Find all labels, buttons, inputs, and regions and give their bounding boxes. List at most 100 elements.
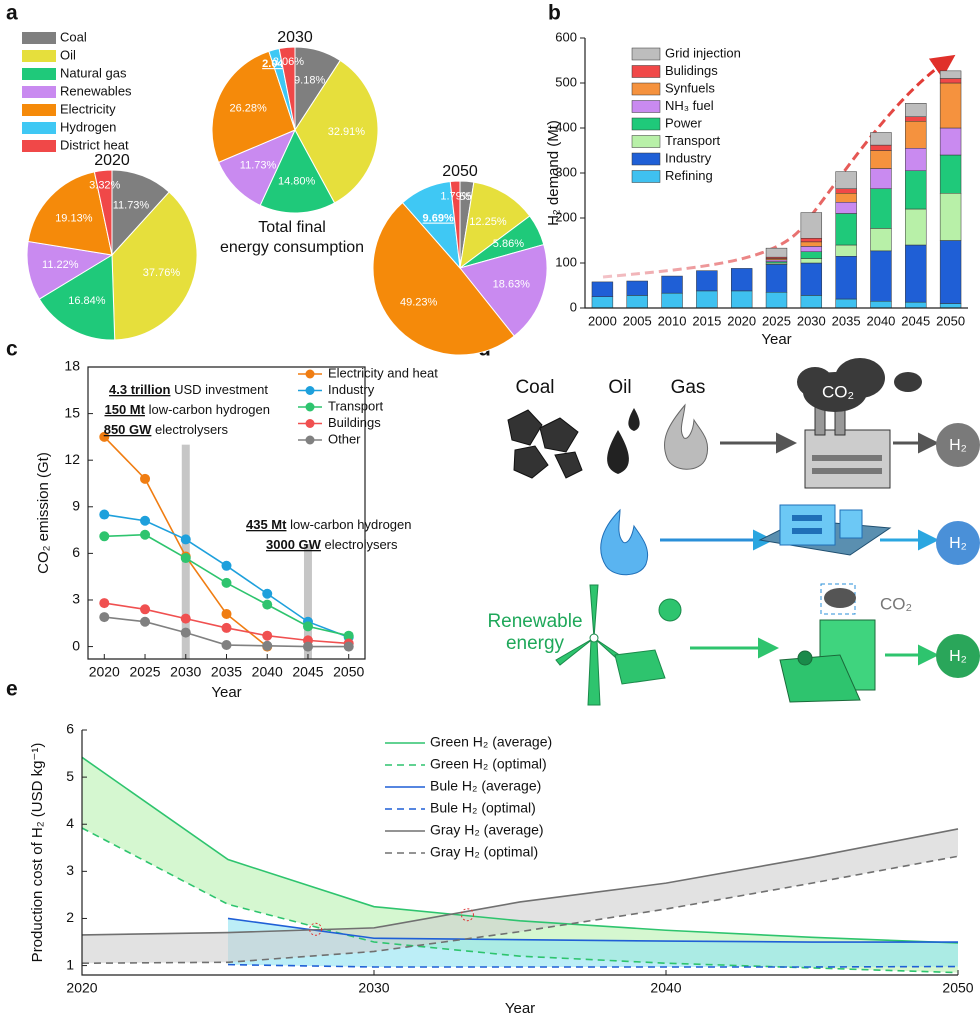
source-label: Oil bbox=[608, 377, 631, 398]
panel-label: e bbox=[6, 678, 18, 701]
legend-marker bbox=[305, 419, 315, 428]
source-label: Gas bbox=[671, 377, 706, 398]
pie-slice bbox=[111, 169, 170, 257]
point bbox=[221, 577, 232, 588]
y-tick-label: 1 bbox=[66, 956, 74, 972]
point bbox=[221, 560, 232, 571]
pie-slice bbox=[38, 254, 116, 341]
cost-band bbox=[82, 757, 958, 973]
bar-segment bbox=[905, 244, 927, 303]
x-tick-label: 2020 bbox=[89, 664, 120, 680]
bar-segment bbox=[870, 228, 892, 252]
point bbox=[221, 608, 232, 619]
annotation: 3000 GW electrolysers bbox=[266, 537, 398, 552]
source-label: Coal bbox=[515, 377, 554, 398]
annotation: Total final bbox=[258, 219, 326, 236]
y-axis-title: H₂ demand (Mt) bbox=[545, 120, 562, 226]
legend-label: Green H₂ (optimal) bbox=[430, 756, 547, 772]
bar-segment bbox=[835, 244, 857, 257]
series-line bbox=[81, 827, 959, 974]
legend-swatch bbox=[22, 86, 56, 98]
bar-segment bbox=[800, 251, 823, 259]
pie-slice bbox=[459, 243, 548, 337]
legend-label: Industry bbox=[328, 382, 375, 397]
legend-label: Bule H₂ (average) bbox=[430, 778, 541, 794]
pie-slice bbox=[217, 129, 296, 207]
bar-segment bbox=[939, 70, 962, 79]
bar-segment bbox=[835, 256, 857, 300]
legend-swatch bbox=[22, 32, 56, 44]
point bbox=[302, 621, 313, 632]
legend-label: Grid injection bbox=[665, 45, 741, 60]
legend-swatch bbox=[631, 117, 661, 131]
bar-segment bbox=[591, 296, 614, 309]
y-tick-label: 0 bbox=[72, 637, 80, 653]
pie-slice bbox=[459, 181, 531, 270]
x-tick-label: 2035 bbox=[211, 664, 242, 680]
x-tick-label: 2050 bbox=[936, 313, 965, 328]
bar-segment bbox=[939, 303, 962, 309]
slice-label: 11.73% bbox=[240, 160, 277, 172]
x-tick-label: 2030 bbox=[358, 980, 389, 996]
y-axis-title: CO₂ emission (Gt) bbox=[35, 452, 52, 574]
cost-band bbox=[228, 918, 958, 967]
legend-label: Gray H₂ (optimal) bbox=[430, 844, 538, 860]
bar-segment bbox=[835, 213, 857, 246]
sun-icon bbox=[658, 598, 682, 622]
trend-arrow bbox=[602, 54, 956, 279]
legend-label: Other bbox=[328, 431, 361, 446]
legend-label: Transport bbox=[665, 133, 721, 148]
bar-segment bbox=[905, 116, 927, 122]
x-tick-label: 2000 bbox=[588, 313, 617, 328]
bar-segment bbox=[939, 154, 962, 194]
wind-turbine-icon bbox=[555, 584, 631, 706]
y-tick-label: 6 bbox=[66, 721, 74, 737]
pie-title: 2020 bbox=[94, 152, 130, 169]
bar-segment bbox=[835, 188, 857, 194]
bar-segment bbox=[696, 270, 718, 292]
annotation-emphasis: 4.3 trillion bbox=[109, 382, 170, 397]
slice-label: 3.06% bbox=[273, 56, 304, 68]
bar-segment bbox=[626, 280, 648, 296]
slice-label: 11.73% bbox=[113, 200, 150, 212]
bar-segment bbox=[800, 258, 823, 264]
bar-segment bbox=[870, 132, 892, 146]
slice-label: 19.13% bbox=[55, 213, 93, 225]
annotation-text: USD investment bbox=[174, 382, 268, 397]
y-tick-label: 6 bbox=[72, 544, 80, 560]
bar-segment bbox=[939, 78, 962, 84]
x-tick-label: 2030 bbox=[797, 313, 826, 328]
bar-segment bbox=[835, 298, 857, 309]
legend-label: Bulidings bbox=[665, 63, 718, 78]
diagram: Coal Oil Gas CO₂ H₂ bbox=[487, 358, 980, 706]
bar-segment bbox=[835, 193, 857, 203]
bar-segment bbox=[870, 301, 892, 309]
slice-label: 11.22% bbox=[42, 259, 79, 271]
bar-segment bbox=[661, 275, 683, 294]
axis bbox=[584, 38, 968, 309]
y-tick-label: 600 bbox=[555, 29, 577, 44]
bar-segment bbox=[939, 240, 962, 304]
point bbox=[262, 640, 273, 651]
annotation: 4.3 trillion USD investment bbox=[109, 382, 268, 397]
bar-segment bbox=[800, 295, 823, 309]
series-line bbox=[227, 963, 959, 968]
point bbox=[140, 616, 151, 627]
annotation-emphasis: 435 Mt bbox=[246, 517, 287, 532]
co2-cloud bbox=[797, 358, 922, 412]
pie-title: 2030 bbox=[277, 29, 313, 46]
legend-swatch bbox=[631, 170, 661, 183]
series-line bbox=[227, 917, 958, 943]
product-label: H₂ bbox=[949, 648, 967, 665]
series-line bbox=[81, 855, 959, 965]
solar-panel-icon bbox=[614, 649, 666, 685]
panel-label: b bbox=[548, 2, 561, 25]
y-tick-label: 9 bbox=[72, 497, 80, 513]
annotation-text: low-carbon hydrogen bbox=[149, 402, 270, 417]
bar-segment bbox=[870, 188, 892, 229]
x-tick-label: 2025 bbox=[762, 313, 791, 328]
point bbox=[140, 515, 151, 526]
renewable-label: Renewable bbox=[487, 611, 582, 632]
slice-label: 18.63% bbox=[493, 278, 531, 290]
bar-segment bbox=[626, 295, 648, 309]
